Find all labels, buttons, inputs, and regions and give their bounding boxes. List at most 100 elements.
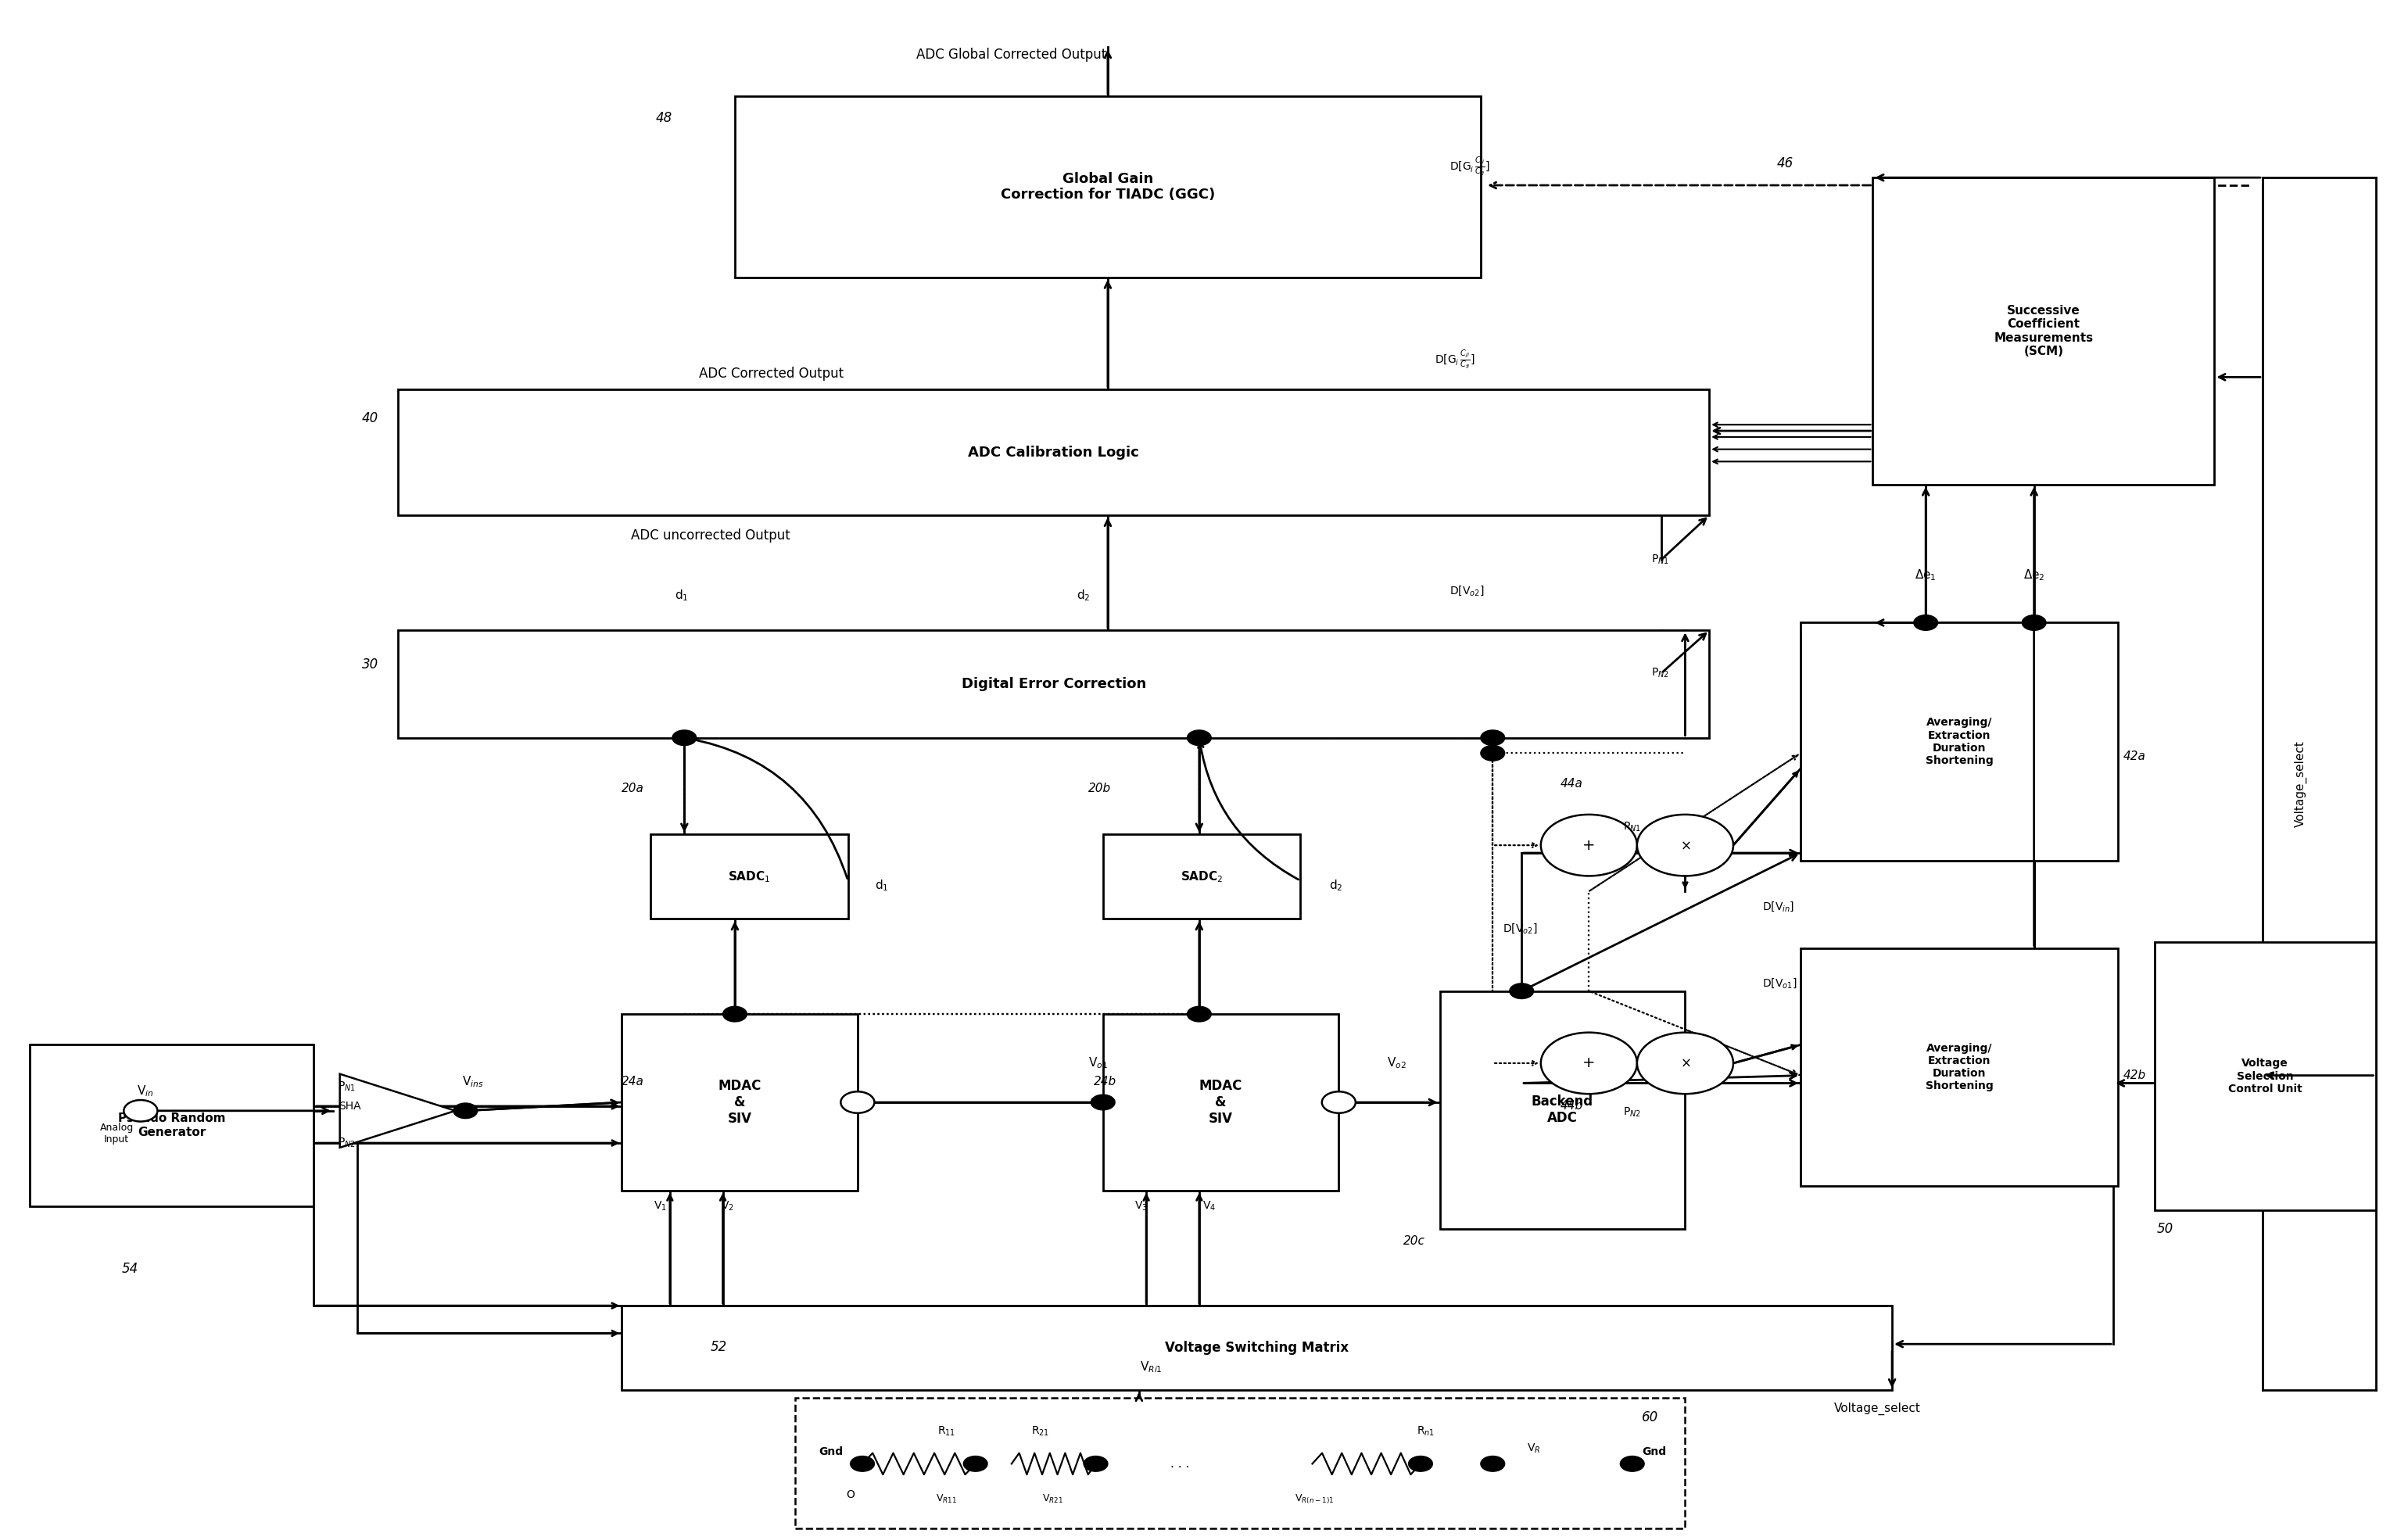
Text: V$_{Ri1}$: V$_{Ri1}$	[1139, 1360, 1163, 1374]
Text: R$_{11}$: R$_{11}$	[937, 1425, 956, 1439]
Text: 42b: 42b	[2124, 1070, 2146, 1082]
Circle shape	[1637, 815, 1734, 876]
Text: ADC uncorrected Output: ADC uncorrected Output	[631, 529, 790, 543]
Text: 44a: 44a	[1560, 778, 1582, 790]
FancyBboxPatch shape	[1103, 835, 1300, 919]
Text: D[G$_i\,\frac{C_{ji}}{C_{fi}}$]: D[G$_i\,\frac{C_{ji}}{C_{fi}}$]	[1450, 155, 1491, 178]
Text: 42a: 42a	[2124, 750, 2146, 762]
Text: ADC Global Corrected Output: ADC Global Corrected Output	[917, 48, 1108, 61]
Text: D[V$_{in}$]: D[V$_{in}$]	[1763, 901, 1794, 913]
Text: Gnd: Gnd	[819, 1446, 843, 1457]
Text: ADC Calibration Logic: ADC Calibration Logic	[968, 446, 1139, 460]
Circle shape	[1541, 815, 1637, 876]
Text: d$_2$: d$_2$	[1076, 587, 1091, 603]
FancyBboxPatch shape	[621, 1014, 857, 1191]
Circle shape	[963, 1456, 987, 1471]
Text: Voltage_select: Voltage_select	[2295, 741, 2307, 827]
Circle shape	[1621, 1456, 1645, 1471]
Circle shape	[1481, 1456, 1505, 1471]
Text: R$_{n1}$: R$_{n1}$	[1416, 1425, 1435, 1439]
Text: V$_3$: V$_3$	[1134, 1199, 1149, 1213]
Text: d$_1$: d$_1$	[874, 878, 889, 893]
Text: O: O	[845, 1489, 855, 1500]
Text: V$_{ins}$: V$_{ins}$	[462, 1074, 484, 1088]
Text: SADC$_2$: SADC$_2$	[1180, 870, 1223, 884]
Circle shape	[453, 1104, 477, 1119]
FancyBboxPatch shape	[795, 1397, 1686, 1528]
Text: 50: 50	[2158, 1222, 2174, 1236]
Text: Voltage
Selection
Control Unit: Voltage Selection Control Unit	[2227, 1057, 2302, 1094]
Circle shape	[1914, 615, 1938, 630]
FancyBboxPatch shape	[734, 97, 1481, 277]
FancyBboxPatch shape	[1873, 178, 2215, 484]
Text: V$_{o2}$: V$_{o2}$	[1387, 1056, 1406, 1070]
Circle shape	[1481, 745, 1505, 761]
Text: 54: 54	[120, 1262, 137, 1276]
Text: D[G$_i\,\frac{C_{ji}}{C_{fi}}$]: D[G$_i\,\frac{C_{ji}}{C_{fi}}$]	[1435, 349, 1476, 372]
Text: +: +	[1582, 838, 1597, 853]
Text: V$_{o1}$: V$_{o1}$	[1088, 1056, 1108, 1070]
Text: Digital Error Correction: Digital Error Correction	[961, 676, 1146, 692]
Text: 24a: 24a	[621, 1076, 645, 1088]
Text: P$_{N1}$: P$_{N1}$	[1623, 821, 1642, 833]
Text: V$_R$: V$_R$	[1527, 1442, 1541, 1456]
FancyBboxPatch shape	[397, 630, 1710, 738]
FancyBboxPatch shape	[1801, 622, 2119, 861]
FancyBboxPatch shape	[1440, 991, 1686, 1230]
Text: 46: 46	[1777, 157, 1794, 171]
Text: 48: 48	[655, 111, 672, 124]
Text: P$_{N2}$: P$_{N2}$	[337, 1136, 356, 1150]
Text: 40: 40	[361, 412, 378, 426]
Text: 20c: 20c	[1404, 1236, 1426, 1247]
FancyBboxPatch shape	[621, 1306, 1893, 1389]
Circle shape	[722, 1007, 746, 1022]
Text: D[V$_{o1}$]: D[V$_{o1}$]	[1763, 978, 1796, 990]
Text: Voltage Switching Matrix: Voltage Switching Matrix	[1165, 1340, 1348, 1356]
Text: Successive
Coefficient
Measurements
(SCM): Successive Coefficient Measurements (SCM…	[1994, 304, 2093, 357]
FancyBboxPatch shape	[650, 835, 848, 919]
Text: 20b: 20b	[1088, 782, 1110, 795]
Text: P$_{N2}$: P$_{N2}$	[1623, 1107, 1642, 1119]
Text: 44b: 44b	[1560, 1100, 1582, 1113]
Text: $\times$: $\times$	[1681, 838, 1690, 853]
Text: 20a: 20a	[621, 782, 645, 795]
FancyBboxPatch shape	[29, 1045, 313, 1207]
Text: P$_{N2}$: P$_{N2}$	[1652, 667, 1669, 679]
Text: V$_{R21}$: V$_{R21}$	[1043, 1492, 1062, 1505]
Text: 30: 30	[361, 658, 378, 672]
Text: d$_2$: d$_2$	[1329, 878, 1344, 893]
Text: SADC$_1$: SADC$_1$	[727, 870, 771, 884]
Text: 24b: 24b	[1093, 1076, 1115, 1088]
FancyBboxPatch shape	[1801, 948, 2119, 1187]
Text: Averaging/
Extraction
Duration
Shortening: Averaging/ Extraction Duration Shortenin…	[1926, 718, 1994, 765]
Text: P$_{N1}$: P$_{N1}$	[1652, 553, 1669, 566]
Circle shape	[1091, 1094, 1115, 1110]
Circle shape	[850, 1456, 874, 1471]
Text: V$_{R(n-1)1}$: V$_{R(n-1)1}$	[1296, 1492, 1334, 1505]
Text: $\Delta$e$_1$: $\Delta$e$_1$	[1914, 567, 1936, 583]
Text: d$_1$: d$_1$	[674, 587, 689, 603]
Text: $\times$: $\times$	[1681, 1056, 1690, 1070]
Text: Analog
Input: Analog Input	[99, 1124, 132, 1145]
Circle shape	[1510, 984, 1534, 999]
Text: P$_{N1}$: P$_{N1}$	[337, 1081, 356, 1093]
Circle shape	[1187, 1007, 1211, 1022]
Text: MDAC
&
SIV: MDAC & SIV	[718, 1079, 761, 1125]
FancyBboxPatch shape	[2155, 942, 2377, 1211]
Text: 60: 60	[1642, 1411, 1659, 1425]
Text: . . .: . . .	[1170, 1459, 1190, 1469]
Text: $\Delta$e$_2$: $\Delta$e$_2$	[2023, 567, 2044, 583]
Circle shape	[672, 730, 696, 745]
Text: 52: 52	[710, 1340, 727, 1354]
FancyBboxPatch shape	[1103, 1014, 1339, 1191]
Circle shape	[1481, 730, 1505, 745]
FancyBboxPatch shape	[397, 389, 1710, 515]
Circle shape	[1409, 1456, 1433, 1471]
Circle shape	[1637, 1033, 1734, 1094]
Text: Voltage_select: Voltage_select	[1835, 1402, 1922, 1416]
Text: Pseudo Random
Generator: Pseudo Random Generator	[118, 1113, 226, 1137]
Text: Averaging/
Extraction
Duration
Shortening: Averaging/ Extraction Duration Shortenin…	[1926, 1042, 1994, 1091]
Text: D[V$_{o2}$]: D[V$_{o2}$]	[1450, 584, 1483, 596]
Text: R$_{21}$: R$_{21}$	[1031, 1425, 1050, 1439]
Text: Backend
ADC: Backend ADC	[1531, 1094, 1594, 1125]
